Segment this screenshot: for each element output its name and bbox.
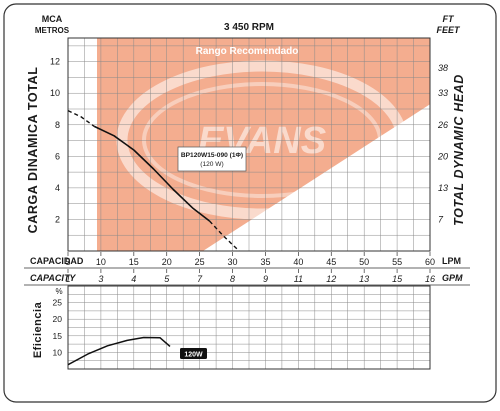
x-tick-label-gpm: 13 [359,274,369,284]
x-tick-label-lpm: 35 [260,257,270,267]
efficiency-tick-label: 20 [53,314,63,324]
efficiency-unit: % [55,287,62,296]
pump-curve-dashed [68,109,95,127]
y-tick-labels: 2 4 6 8 10 12 7 13 20 26 33 38 [50,57,448,225]
y-tick-label-right: 20 [437,151,448,161]
x-tick-label-gpm: 7 [197,274,203,284]
x-tick-label-lpm: 40 [293,257,303,267]
y-tick-label-left: 10 [50,88,60,98]
x-axis-unit-gpm: GPM [442,273,463,283]
right-unit-feet: FEET [436,25,461,35]
y-tick-label-right: 7 [438,214,444,224]
curve-label-box [177,146,247,172]
x-tick-label-gpm: 11 [294,274,303,284]
x-tick-label-gpm: 3 [98,274,103,284]
x-tick-label-lpm: 20 [162,257,172,267]
x-tick-label-lpm: 10 [96,257,106,267]
band-cut-diagonal [68,104,430,252]
y-tick-label-left: 12 [50,57,60,67]
x-tick-label-gpm: 12 [326,274,336,284]
pump-curve-solid [93,125,210,222]
band-label: Rango Recomendado [196,46,299,57]
left-unit-mca: MCA [42,14,63,24]
efficiency-curve-tag [180,348,207,359]
y-tick-label-right: 38 [438,63,448,73]
y-tick-label-left: 4 [55,183,60,193]
y-tick-label-right: 26 [437,120,448,130]
x-tick-label-lpm: 30 [228,257,238,267]
x-tick-label-gpm: 1 [65,274,70,284]
y-tick-label-left: 8 [55,120,60,130]
x-tick-label-gpm: 16 [425,274,435,284]
y-tick-label-left: 2 [55,214,60,224]
right-unit-ft: FT [443,14,455,24]
x-tick-label-lpm: 15 [129,257,139,267]
curve-label-model: BP120W15-090 (1Φ) [181,152,243,159]
curve-label-power: (120 W) [200,161,223,168]
y-tick-label-right: 33 [438,88,448,98]
pump-curve [68,109,240,251]
y-tick-label-left: 6 [55,151,60,161]
x-tick-label-gpm: 9 [263,274,268,284]
x-tick-label-gpm: 8 [230,274,235,284]
efficiency-plot-frame [67,285,431,370]
x-tick-label-gpm: 5 [164,274,170,284]
y-tick-label-right: 13 [438,183,448,193]
efficiency-tick-label: 15 [53,331,63,341]
rpm-title: 3 450 RPM [224,22,274,33]
x-tick-label-gpm: 15 [392,274,403,284]
x-tick-label-lpm: 60 [425,257,435,267]
x-tick-label-lpm: 55 [392,257,402,267]
efficiency-tick-label: 25 [53,298,63,308]
top-plot-frame [67,37,431,252]
x-axis-title-gpm: CAPACITY [30,273,76,283]
outside-range-cover [68,38,430,252]
band-cut-left [68,38,97,251]
right-axis-title: TOTAL DYNAMIC HEAD [452,74,466,226]
efficiency-curve-label: 120W [184,352,203,359]
x-tick-label-lpm: 50 [359,257,369,267]
x-tick-labels: 5 10 15 20 25 30 35 40 45 50 55 601 3 4 5 7 8 9 11 12 13 15 16 [65,252,435,284]
efficiency-tick-label: 10 [53,347,63,357]
efficiency-curve-line [68,336,171,366]
x-axis-title-lpm: CAPACIDAD [30,256,84,266]
left-unit-metros: METROS [35,26,70,35]
x-tick-label-lpm: 45 [326,257,336,267]
efficiency-axis-title: Eficiencia [32,301,44,358]
x-tick-label-lpm: 25 [195,257,205,267]
x-tick-label-lpm: 5 [65,257,70,267]
efficiency-curve [68,336,171,366]
x-tick-label-gpm: 4 [131,274,136,284]
x-axis-unit-lpm: LPM [442,256,461,266]
left-axis-title: CARGA DINAMICA TOTAL [26,67,40,234]
